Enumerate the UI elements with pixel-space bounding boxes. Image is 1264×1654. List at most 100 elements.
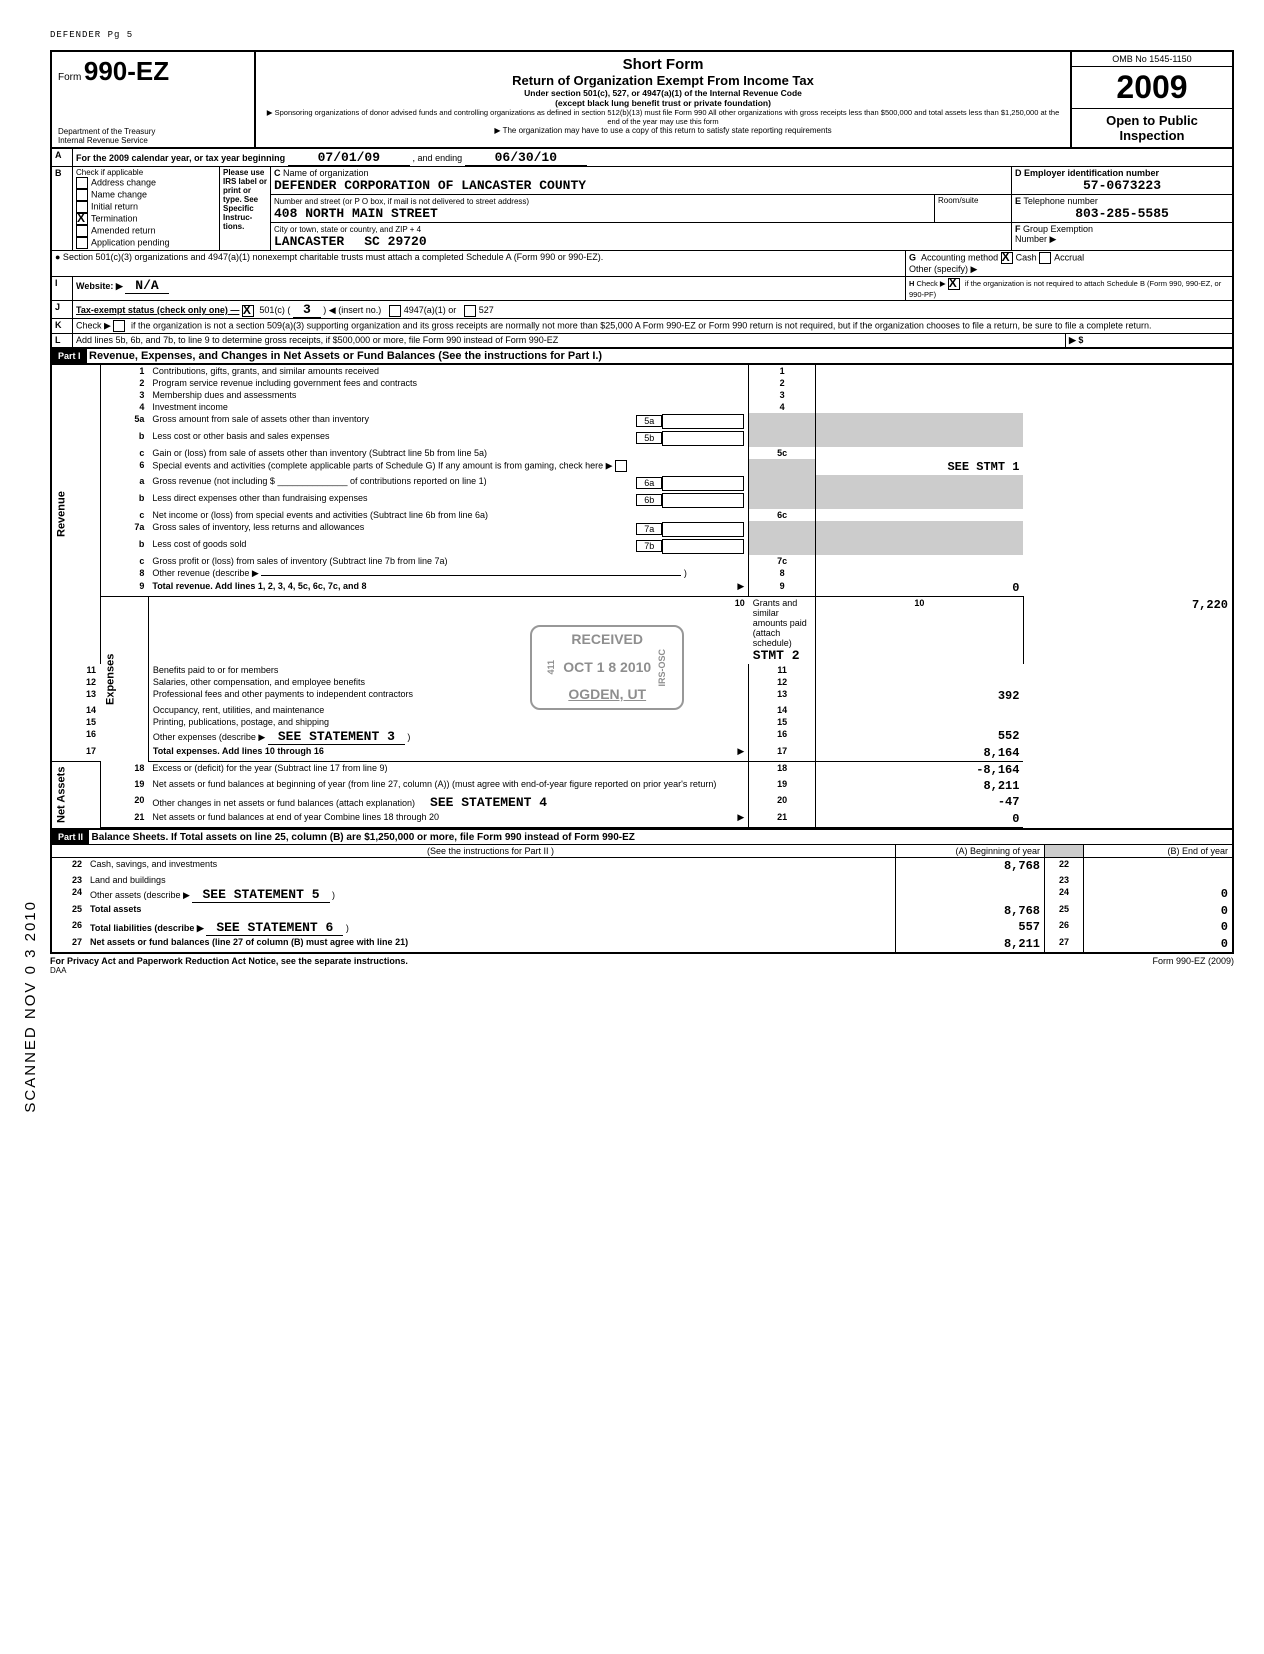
l20: Other changes in net assets or fund bala… (152, 798, 415, 808)
stamp-date: OCT 1 8 2010 (563, 659, 651, 677)
page-header: DEFENDER Pg 5 (50, 30, 1234, 40)
chk-K[interactable] (113, 320, 125, 332)
opt-amended: Amended return (91, 225, 156, 235)
opt-cash: Cash (1016, 252, 1037, 262)
chk-address[interactable] (76, 177, 88, 189)
opt-501c: 501(c) ( (259, 305, 290, 315)
org-name: DEFENDER CORPORATION OF LANCASTER COUNTY (274, 178, 586, 193)
l17: Total expenses. Add lines 10 through 16 (153, 746, 324, 756)
line-a: A For the 2009 calendar year, or tax yea… (50, 149, 1234, 167)
opt-termination: Termination (91, 213, 138, 223)
l21: Net assets or fund balances at end of ye… (152, 812, 439, 822)
ein: 57-0673223 (1015, 178, 1229, 193)
opt-527: 527 (479, 305, 494, 315)
b27: 0 (1084, 936, 1234, 953)
chk-accrual[interactable] (1039, 252, 1051, 264)
revenue-side: Revenue (51, 365, 100, 664)
b24: 0 (1084, 886, 1234, 903)
amt-17: 8,164 (815, 745, 1023, 762)
lineF-arrow: ▶ (1050, 234, 1057, 244)
partI-title: Part I (52, 349, 87, 363)
sponsor-note: ▶ Sponsoring organizations of donor advi… (262, 108, 1064, 126)
lineI-label: Website: ▶ (76, 281, 123, 291)
lineK-note: if the organization is not a section 509… (131, 320, 1152, 330)
amt-18: -8,164 (815, 762, 1023, 779)
form-number: 990-EZ (84, 56, 169, 86)
l5c: Gain or (loss) from sale of assets other… (148, 447, 748, 459)
chk-501c[interactable] (242, 305, 254, 317)
l18: Excess or (deficit) for the year (Subtra… (148, 762, 748, 779)
l1: Contributions, gifts, grants, and simila… (148, 365, 748, 377)
opt-address-change: Address change (91, 177, 156, 187)
l23: Land and buildings (86, 874, 896, 886)
section-note: ● Section 501(c)(3) organizations and 49… (55, 252, 902, 262)
amt-20: -47 (815, 794, 1023, 811)
org-statezip: SC 29720 (364, 234, 426, 249)
lineF-label: Group Exemption (1023, 224, 1093, 234)
city-label: City or town, state or country, and ZIP … (274, 225, 421, 234)
l10-stmt: STMT 2 (753, 648, 800, 663)
partI-heading: Revenue, Expenses, and Changes in Net As… (89, 350, 602, 362)
lineA-end: 06/30/10 (465, 150, 587, 166)
l5a: Gross amount from sale of assets other t… (152, 414, 369, 424)
chk-cash[interactable] (1001, 252, 1013, 264)
l10: Grants and similar amounts paid (attach … (753, 598, 807, 648)
chk-pending[interactable] (76, 237, 88, 249)
stamp-irs: IRS-OSC (657, 649, 668, 687)
a27: 8,211 (896, 936, 1045, 953)
lineB-label: Check if applicable (76, 168, 216, 177)
org-city: LANCASTER (274, 234, 344, 249)
a26: 557 (896, 919, 1045, 936)
amt-16: 552 (815, 728, 1023, 745)
opt-accrual: Accrual (1054, 252, 1084, 262)
l6-stmt: SEE STMT 1 (815, 459, 1023, 475)
b25: 0 (1084, 903, 1234, 919)
l25: Total assets (86, 903, 896, 919)
website: N/A (125, 278, 168, 294)
title-under: Under section 501(c), 527, or 4947(a)(1)… (262, 88, 1064, 108)
l20-stmt: SEE STATEMENT 4 (430, 795, 547, 810)
chk-termination[interactable] (76, 213, 88, 225)
header-block: B Check if applicable Address change Nam… (50, 167, 1234, 251)
l6c: Net income or (loss) from special events… (148, 509, 748, 521)
lineA-begin: 07/01/09 (288, 150, 410, 166)
partII-table: (See the instructions for Part II ) (A) … (50, 845, 1234, 954)
l16: Other expenses (describe ▶ (153, 732, 265, 742)
insert-note: ) ◀ (insert no.) (323, 305, 381, 315)
chk-527[interactable] (464, 305, 476, 317)
netassets-side: Net Assets (51, 762, 100, 828)
open-public: Open to Public (1076, 113, 1228, 128)
l7b: Less cost of goods sold (152, 539, 246, 549)
l6a-pre: Gross revenue (not including $ (152, 476, 275, 486)
l19: Net assets or fund balances at beginning… (148, 778, 748, 794)
chk-schedB[interactable] (948, 278, 960, 290)
lineA-label: For the 2009 calendar year, or tax year … (76, 153, 285, 163)
opt-name-change: Name change (91, 189, 147, 199)
chk-gaming[interactable] (615, 460, 627, 472)
omb-number: OMB No 1545-1150 (1072, 52, 1232, 67)
partII-heading: Balance Sheets. If Total assets on line … (92, 832, 635, 843)
street-label: Number and street (or P O box, if mail i… (274, 197, 529, 206)
expenses-side: Expenses (100, 597, 148, 762)
title-shortform: Short Form (262, 56, 1064, 73)
l3: Membership dues and assessments (148, 389, 748, 401)
l26: Total liabilities (describe ▶ (90, 923, 204, 933)
form-footer: Form 990-EZ (2009) (1152, 956, 1234, 966)
chk-amended[interactable] (76, 225, 88, 237)
b26: 0 (1084, 919, 1234, 936)
amt-21: 0 (815, 811, 1023, 828)
l27: Net assets or fund balances (line 27 of … (90, 937, 408, 947)
title-return: Return of Organization Exempt From Incom… (262, 73, 1064, 88)
a25: 8,768 (896, 903, 1045, 919)
chk-name[interactable] (76, 189, 88, 201)
l7c: Gross profit or (loss) from sales of inv… (148, 555, 748, 567)
daa: DAA (50, 966, 1234, 975)
partII-title: Part II (52, 830, 89, 844)
org-street: 408 NORTH MAIN STREET (274, 206, 438, 221)
lineA-and: , and ending (413, 153, 463, 163)
partI-table: Revenue 1Contributions, gifts, grants, a… (50, 365, 1234, 828)
amt-10: 7,220 (1023, 597, 1233, 665)
l26-stmt: SEE STATEMENT 6 (206, 920, 343, 936)
l9: Total revenue. Add lines 1, 2, 3, 4, 5c,… (152, 581, 366, 591)
chk-4947[interactable] (389, 305, 401, 317)
